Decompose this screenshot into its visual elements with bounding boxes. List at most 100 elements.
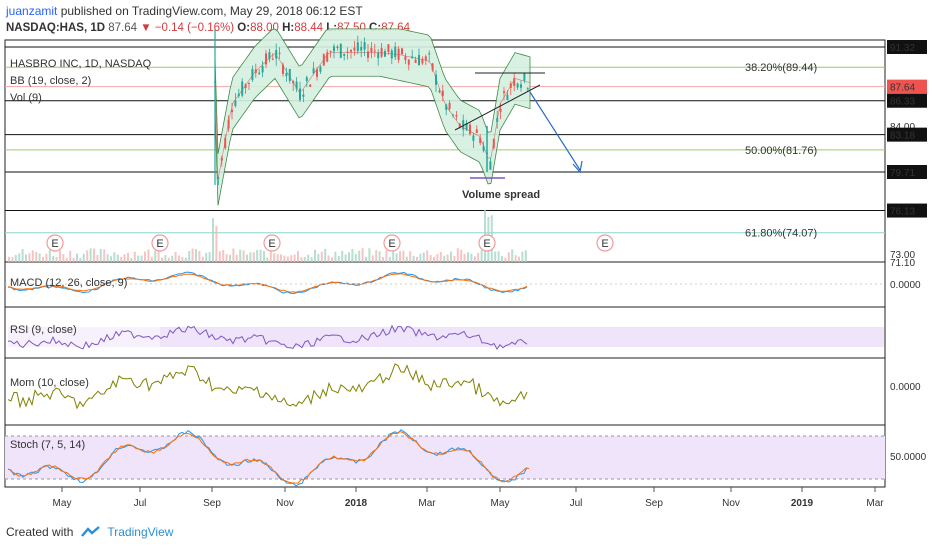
- candle-body: [489, 161, 492, 170]
- volume-bar: [161, 257, 163, 262]
- volume-bar: [473, 256, 476, 262]
- indicator-title-3: Mom (10, close): [10, 377, 89, 389]
- volume-bar: [314, 249, 316, 262]
- volume-bar: [89, 248, 92, 262]
- volume-bar: [368, 248, 371, 262]
- volume-bar: [341, 250, 344, 262]
- time-axis-label: Mar: [866, 498, 884, 509]
- fib-label-1: 50.00%(81.76): [745, 145, 817, 157]
- level-axis-label: 83.18: [890, 131, 915, 142]
- indicator-title-1: MACD (12, 26, close, 9): [10, 277, 127, 289]
- volume-bar: [409, 251, 412, 262]
- candle-body: [278, 52, 281, 54]
- candle-body: [438, 90, 441, 93]
- level-badge: [887, 93, 927, 108]
- candle-body: [418, 54, 420, 66]
- candle-body: [319, 66, 322, 72]
- volume-bar: [225, 254, 228, 262]
- volume-bar: [178, 255, 180, 262]
- bollinger-basis: [214, 52, 531, 180]
- candle-body: [387, 44, 390, 53]
- footer: Created with TradingView: [6, 525, 173, 539]
- bollinger-band: [214, 28, 531, 206]
- volume-bar: [235, 254, 238, 262]
- volume-bar: [412, 255, 415, 262]
- volume-bar: [120, 257, 123, 262]
- stoch-d-line: [9, 431, 530, 484]
- candle-body: [237, 93, 240, 97]
- earnings-icon[interactable]: [151, 234, 169, 252]
- candle-body: [227, 119, 230, 129]
- candle-body: [472, 135, 475, 141]
- candle-body: [367, 51, 369, 58]
- rsi-band: [160, 327, 884, 347]
- level-axis-label: 76.13: [890, 207, 915, 218]
- time-axis-label: Jul: [134, 498, 147, 509]
- time-axis-label: Nov: [276, 498, 294, 509]
- candle-body: [346, 51, 349, 53]
- candle-body: [360, 46, 363, 51]
- volume-bar: [463, 253, 466, 262]
- volume-bar: [113, 252, 116, 262]
- volume-bar: [103, 249, 106, 262]
- macd-signal-line: [7, 273, 528, 293]
- volume-bar: [11, 256, 14, 262]
- volume-bar: [501, 256, 503, 262]
- volume-bar: [52, 255, 55, 262]
- volume-bar: [348, 252, 350, 262]
- candle-body: [428, 53, 431, 55]
- volume-bar: [365, 257, 367, 262]
- volume-bar: [344, 254, 347, 262]
- earnings-icon[interactable]: [383, 234, 401, 252]
- earnings-icon[interactable]: [596, 234, 614, 252]
- volume-bar: [188, 250, 191, 262]
- stoch-band: [5, 436, 885, 479]
- volume-bar: [205, 252, 208, 262]
- volume-bar: [144, 251, 146, 262]
- stoch-axis-label: 50.0000: [890, 452, 927, 463]
- volume-bar: [310, 257, 313, 262]
- candle-body: [251, 69, 254, 81]
- volume-bar: [382, 257, 384, 262]
- candle-body: [435, 74, 437, 85]
- chart-canvas[interactable]: 38.20%(89.44) 50.00%(81.76) 61.80%(74.07) V…: [0, 0, 932, 520]
- volume-bar: [150, 256, 153, 262]
- time-axis-label: May: [53, 498, 72, 509]
- earnings-icon[interactable]: [478, 234, 496, 252]
- candle-body: [424, 56, 427, 61]
- volume-bar: [208, 252, 211, 262]
- candle-body: [220, 157, 223, 161]
- volume-bar: [266, 257, 269, 262]
- volume-bar: [293, 254, 296, 262]
- volume-bar: [456, 248, 459, 262]
- candle-body: [326, 52, 329, 62]
- candle-body: [496, 117, 499, 123]
- candle-body: [282, 64, 284, 74]
- symbol-label: NASDAQ:HAS, 1D: [6, 22, 106, 34]
- tradingview-brand[interactable]: TradingView: [107, 525, 174, 539]
- volume-bar: [171, 255, 174, 262]
- candle-body: [356, 42, 359, 52]
- volume-bar: [198, 250, 201, 262]
- volume-bar: [334, 251, 337, 262]
- volume-bar: [446, 254, 449, 262]
- last-price: 87.64: [108, 22, 138, 34]
- candle-body: [380, 48, 383, 57]
- price-axis-label: 73.00: [890, 250, 915, 261]
- candle-body: [370, 47, 373, 53]
- earnings-icon[interactable]: [263, 234, 281, 252]
- volume-bar: [35, 251, 38, 262]
- volume-bar: [229, 254, 231, 262]
- price-change: −0.14 (−0.16%): [154, 22, 235, 34]
- volume-bar: [259, 249, 262, 262]
- volume-bar: [426, 250, 429, 262]
- candle-body: [503, 91, 505, 94]
- candle-body: [526, 88, 529, 90]
- candle-body: [268, 52, 271, 60]
- volume-bar: [358, 250, 361, 262]
- author-link[interactable]: juanzamit: [6, 4, 58, 18]
- created-with-label: Created with: [6, 525, 74, 539]
- candle-body: [452, 114, 454, 116]
- earnings-icon[interactable]: [46, 234, 64, 252]
- volume-bar: [252, 252, 255, 262]
